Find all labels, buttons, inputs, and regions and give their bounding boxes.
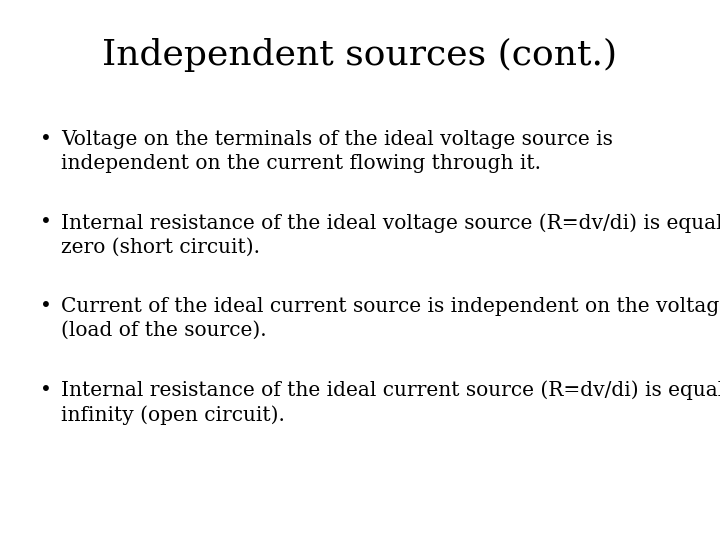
Text: Internal resistance of the ideal voltage source (R=dv/di) is equal
zero (short c: Internal resistance of the ideal voltage… (61, 213, 720, 257)
Text: Voltage on the terminals of the ideal voltage source is
independent on the curre: Voltage on the terminals of the ideal vo… (61, 130, 613, 173)
Text: •: • (40, 213, 51, 232)
Text: •: • (40, 130, 51, 148)
Text: •: • (40, 297, 51, 316)
Text: Internal resistance of the ideal current source (R=dv/di) is equal
infinity (ope: Internal resistance of the ideal current… (61, 381, 720, 426)
Text: Current of the ideal current source is independent on the voltage
(load of the s: Current of the ideal current source is i… (61, 297, 720, 340)
Text: •: • (40, 381, 51, 400)
Text: Independent sources (cont.): Independent sources (cont.) (102, 38, 618, 72)
